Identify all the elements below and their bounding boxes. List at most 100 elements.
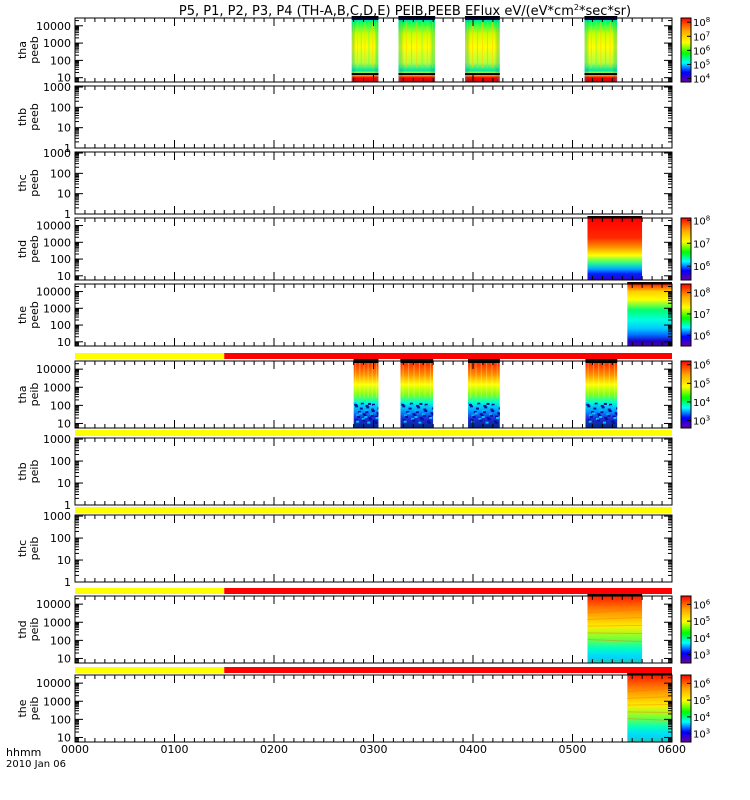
data-streak <box>627 711 672 714</box>
data-speckle <box>420 418 424 421</box>
colorbar: 106 105 104 103 <box>680 674 711 743</box>
panel-frame <box>74 151 673 215</box>
data-speckle <box>430 412 434 415</box>
data-speckle <box>595 418 599 421</box>
data-speckle <box>586 403 590 406</box>
panel-label-product: peeb <box>28 36 41 64</box>
y-tick-label: 10000 <box>36 677 71 690</box>
data-block-cap <box>627 282 672 284</box>
data-speckle <box>481 416 485 419</box>
colorbar-tick-label: 103 <box>693 649 710 662</box>
panel-label: tha peib <box>16 383 41 407</box>
data-speckle <box>424 409 428 412</box>
colorbar-tick-exponent: 4 <box>706 632 711 640</box>
panel-frame <box>74 283 673 347</box>
data-speckle <box>474 412 478 415</box>
y-tick-label: 10 <box>57 731 71 744</box>
quality-flag-bar <box>75 667 225 673</box>
data-speckle <box>422 413 426 416</box>
colorbar-tick-exponent: 8 <box>706 287 710 295</box>
x-tick-label: 0400 <box>459 743 487 756</box>
data-speckle <box>423 408 427 411</box>
data-speckle <box>369 418 373 421</box>
data-trace-line <box>465 73 500 76</box>
y-tick-label: 1 <box>64 208 71 221</box>
colorbar-tick-label: 105 <box>693 58 710 71</box>
data-speckle <box>408 407 412 410</box>
colorbar-tick-exponent: 6 <box>706 260 711 268</box>
data-speckle <box>494 421 498 424</box>
data-speckle <box>407 412 411 415</box>
panel-frame <box>74 85 673 149</box>
panel-the-peeb: 10000 1000 100 10 the peeb 108 107 106 <box>16 282 711 349</box>
y-tick-label: 10 <box>57 188 71 201</box>
svg-text:P5, P1, P2, P3, P4 (TH-A,B,C,D: P5, P1, P2, P3, P4 (TH-A,B,C,D,E) PEIB,P… <box>179 3 631 19</box>
data-speckle <box>431 413 434 416</box>
data-top-edge <box>584 18 618 20</box>
data-speckle <box>589 415 593 418</box>
y-tick-label: 100 <box>50 532 71 545</box>
data-speckle <box>475 407 479 410</box>
x-tick-label: 0600 <box>658 743 686 756</box>
data-speckle <box>591 410 595 413</box>
colorbar-tick-label: 103 <box>693 728 710 741</box>
panel-label-product: peib <box>28 618 41 642</box>
panel-label: tha peeb <box>16 36 41 64</box>
data-speckle <box>417 406 421 409</box>
data-speckle <box>468 402 472 405</box>
data-speckle <box>429 417 433 420</box>
data-speckle <box>419 416 423 419</box>
quality-flag-bar <box>75 588 225 594</box>
data-block-clip <box>400 361 434 428</box>
colorbar: 106 105 104 103 <box>680 359 711 429</box>
data-block-clip <box>353 361 379 428</box>
data-speckle <box>362 419 366 422</box>
colorbar-tick-exponent: 5 <box>706 377 710 385</box>
colorbar-tick-exponent: 3 <box>706 728 710 736</box>
colorbar-tick-exponent: 5 <box>706 58 710 66</box>
data-block <box>587 596 643 663</box>
y-tick-label: 100 <box>50 634 71 647</box>
panel-thb-peib: 1000 100 10 1 thb peib <box>16 430 673 512</box>
data-block-clip <box>398 18 436 82</box>
data-speckle <box>413 414 417 417</box>
data-speckle <box>354 403 358 406</box>
panel-frame <box>74 674 673 743</box>
data-speckle <box>588 414 592 417</box>
data-speckle <box>491 409 495 412</box>
panel-label-product: peib <box>28 383 41 407</box>
data-block-clip <box>585 361 618 428</box>
data-speckle <box>412 413 416 416</box>
data-speckle <box>402 405 406 408</box>
data-speckle <box>611 420 615 423</box>
data-speckle <box>485 421 489 424</box>
panel-label: thb peib <box>16 460 41 484</box>
data-speckle <box>426 420 430 423</box>
data-streak <box>627 703 672 706</box>
colorbar-frame <box>680 674 692 743</box>
panel-label-probe: the <box>16 306 29 324</box>
panel-frame <box>74 437 673 506</box>
panel-label-probe: tha <box>16 385 29 403</box>
data-speckle <box>425 405 429 408</box>
data-speckle <box>614 412 618 415</box>
quality-flag-bar <box>75 507 672 513</box>
quality-flag-bar <box>224 667 672 673</box>
data-speckle <box>492 405 496 408</box>
colorbar-tick-label: 104 <box>693 396 711 409</box>
data-speckle <box>403 414 407 417</box>
data-block-cap <box>587 594 643 596</box>
colorbar-tick-label: 104 <box>693 632 711 645</box>
data-speckle <box>482 411 486 414</box>
colorbar-tick-label: 107 <box>693 308 710 321</box>
data-block <box>627 675 672 742</box>
data-speckle <box>491 403 495 406</box>
y-tick-label: 10 <box>57 477 71 490</box>
data-block-clip <box>468 361 500 428</box>
data-speckle <box>471 414 475 417</box>
data-block-cap <box>585 359 618 361</box>
data-speckle <box>373 420 377 423</box>
data-speckle <box>376 412 379 415</box>
colorbar-tick-exponent: 3 <box>706 649 710 657</box>
colorbar-tick-label: 104 <box>693 72 711 85</box>
